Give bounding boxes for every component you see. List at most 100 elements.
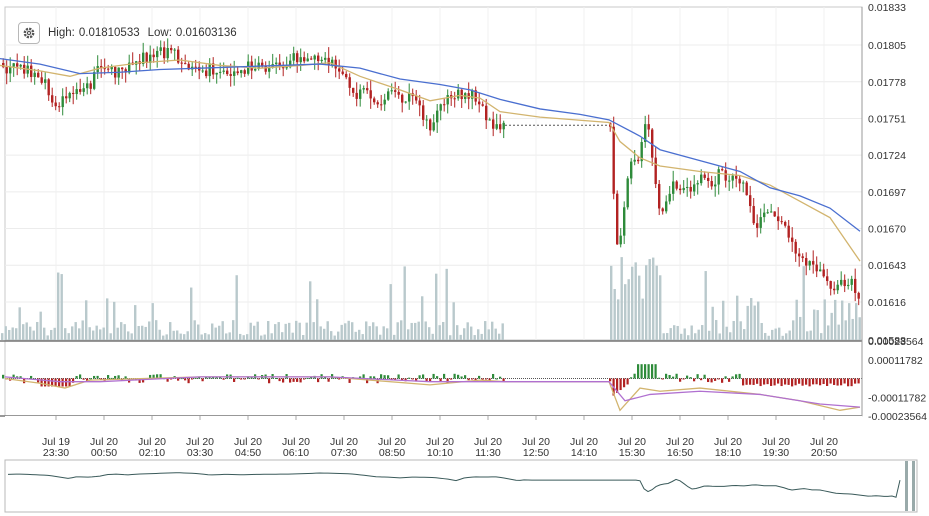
- candle-body: [495, 124, 498, 129]
- candle-body: [616, 193, 619, 245]
- candle-body: [243, 70, 246, 74]
- volume-bar: [403, 266, 406, 340]
- macd-histogram-bar: [222, 378, 225, 380]
- macd-histogram-bar: [808, 378, 811, 387]
- macd-histogram-bar: [215, 376, 218, 379]
- candle-body: [142, 52, 145, 64]
- volume-bar: [134, 305, 137, 340]
- volume-bar: [246, 334, 249, 340]
- volume-bar: [382, 326, 385, 340]
- candle-body: [422, 105, 425, 120]
- macd-histogram-bar: [310, 377, 313, 379]
- volume-bar: [666, 333, 669, 340]
- macd-histogram-bar: [665, 373, 668, 379]
- candle-body: [103, 68, 106, 70]
- macd-histogram-bar: [630, 377, 633, 379]
- volume-bar: [785, 333, 788, 340]
- candle-body: [668, 193, 671, 202]
- macd-histogram-bar: [854, 378, 857, 384]
- candle-body: [61, 96, 64, 108]
- macd-histogram-bar: [289, 378, 292, 383]
- candle-body: [299, 57, 302, 63]
- macd-histogram-bar: [819, 378, 822, 386]
- candle-body: [446, 95, 449, 105]
- volume-bar: [109, 333, 112, 340]
- volume-bar: [750, 298, 753, 340]
- volume-bar: [85, 300, 88, 340]
- volume-bar: [473, 335, 476, 340]
- y-tick-label: 0.01697: [868, 187, 906, 199]
- candle-body: [686, 186, 689, 188]
- macd-histogram-bar: [54, 378, 57, 387]
- volume-bar: [659, 275, 662, 340]
- volume-bar: [816, 310, 819, 340]
- time-axis: [5, 416, 862, 458]
- candle-body: [177, 49, 180, 63]
- candle-body: [187, 63, 190, 70]
- volume-bar: [613, 289, 616, 340]
- macd-histogram-bar: [205, 376, 208, 379]
- volume-bar: [683, 328, 686, 340]
- x-tick-time: 03:30: [187, 447, 213, 459]
- candle-body: [376, 102, 379, 105]
- candle-body: [693, 184, 696, 192]
- candle-body: [836, 284, 839, 291]
- macd-histogram-bar: [658, 377, 661, 379]
- volume-bar: [386, 328, 389, 340]
- volume-bar: [806, 331, 809, 340]
- volume-bar: [410, 322, 413, 340]
- volume-bar: [169, 322, 172, 340]
- macd-histogram-bar: [488, 378, 491, 381]
- candle-body: [54, 102, 57, 107]
- candle-body: [425, 119, 428, 121]
- volume-bar: [337, 331, 340, 340]
- volume-bar: [645, 265, 648, 340]
- macd-histogram-bar: [672, 376, 675, 379]
- candle-body: [630, 161, 633, 179]
- macd-histogram-bar: [623, 378, 626, 388]
- macd-histogram-bar: [847, 378, 850, 387]
- volume-bar: [99, 329, 102, 340]
- candle-body: [770, 211, 773, 213]
- macd-histogram-bar: [815, 378, 818, 385]
- candle-body: [843, 279, 846, 287]
- x-tick-date: Jul 20: [666, 436, 694, 448]
- volume-bar: [190, 287, 193, 340]
- volume-bar: [316, 299, 319, 340]
- candle-body: [89, 83, 92, 89]
- volume-bar: [15, 328, 18, 340]
- candle-body: [68, 92, 71, 99]
- volume-bar: [11, 327, 14, 340]
- candle-body: [338, 68, 341, 72]
- volume-bar: [722, 300, 725, 340]
- candle-body: [65, 96, 68, 99]
- candle-body: [436, 110, 439, 123]
- macd-histogram-bar: [58, 378, 61, 387]
- price-panel: [4, 6, 863, 341]
- candle-body: [5, 67, 8, 74]
- volume-bar: [732, 320, 735, 340]
- volume-bar: [228, 332, 231, 340]
- macd-histogram-bar: [201, 378, 204, 382]
- macd-histogram-bar: [668, 374, 671, 379]
- volume-bar: [389, 284, 392, 340]
- volume-bar: [172, 330, 175, 340]
- volume-bar: [36, 321, 39, 340]
- volume-bar: [743, 329, 746, 340]
- volume-bar: [358, 329, 361, 340]
- gear-icon[interactable]: [18, 22, 40, 44]
- volume-bar: [396, 322, 399, 340]
- volume-bar: [837, 324, 840, 340]
- candle-body: [801, 256, 804, 259]
- volume-bar: [375, 326, 378, 340]
- volume-bar: [501, 323, 504, 340]
- x-tick-date: Jul 20: [282, 436, 310, 448]
- candle-body: [306, 58, 309, 62]
- macd-histogram-bar: [766, 378, 769, 385]
- macd-histogram-bar: [752, 378, 755, 385]
- high-label: High:: [48, 27, 75, 39]
- candle-body: [415, 96, 418, 101]
- macd-histogram-bar: [149, 374, 152, 379]
- macd-histogram-bar: [12, 374, 15, 379]
